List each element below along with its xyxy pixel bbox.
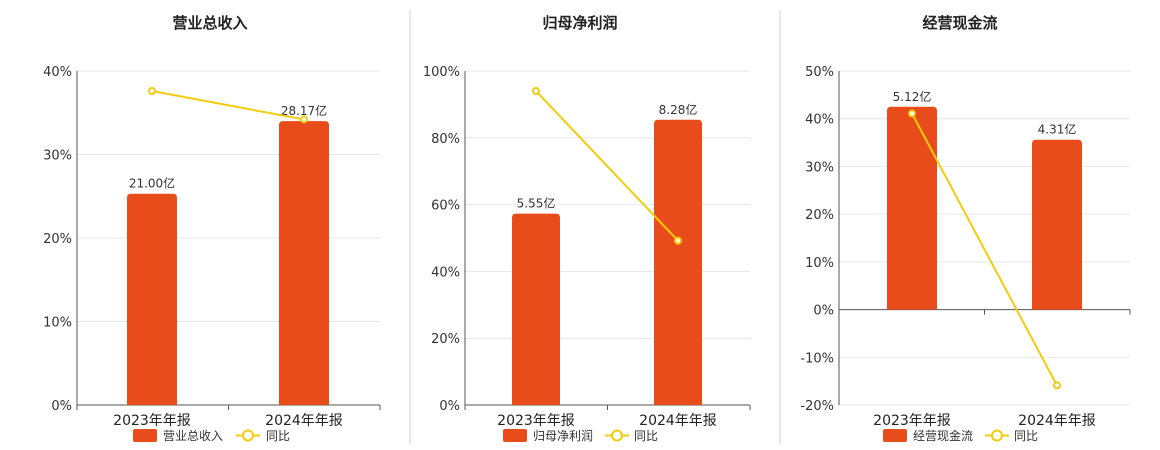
legend-swatch-bar bbox=[503, 429, 527, 442]
legend-entry-line: 同比 bbox=[634, 429, 658, 443]
y-tick-label: 40% bbox=[43, 65, 72, 80]
category-label: 2024年年报 bbox=[639, 413, 717, 429]
category-label: 2023年年报 bbox=[113, 413, 191, 429]
bar bbox=[127, 193, 177, 405]
y-tick-label: 20% bbox=[805, 208, 834, 223]
y-tick-label: 60% bbox=[431, 199, 460, 214]
line-point bbox=[908, 109, 916, 118]
chart-title: 营业总收入 bbox=[172, 14, 247, 32]
chart-panel-net-profit: 归母净利润 2023年年报 2024年年报 归母净利润 同比 bbox=[497, 14, 717, 443]
line-point bbox=[532, 87, 540, 96]
legend-entry-bar: 经营现金流 bbox=[913, 428, 973, 443]
category-label: 2023年年报 bbox=[873, 413, 951, 429]
legend-entry-line: 同比 bbox=[1014, 429, 1038, 443]
line-series bbox=[535, 90, 679, 242]
legend-swatch-bar bbox=[883, 429, 907, 442]
bar bbox=[279, 121, 329, 405]
bar-data-label: 8.28亿 bbox=[659, 102, 698, 117]
line-point bbox=[148, 87, 156, 96]
chart-panel-operating-cashflow: 经营现金流 2023年年报 2024年年报 经营现金流 同比 bbox=[873, 14, 1096, 443]
line-point bbox=[674, 236, 682, 245]
y-tick-label: 30% bbox=[43, 149, 72, 164]
plot-area: -20% -10% 0% 10% 20% 30% 40% 50% 5.12亿 4.31亿 bbox=[800, 65, 1131, 414]
legend-entry-line: 同比 bbox=[266, 429, 290, 443]
y-tick-label: 0% bbox=[813, 304, 834, 319]
bar bbox=[654, 119, 702, 405]
y-tick-label: 40% bbox=[431, 265, 460, 280]
category-label: 2024年年报 bbox=[265, 413, 343, 429]
y-tick-label: 0% bbox=[51, 399, 72, 414]
bar-data-label: 5.55亿 bbox=[517, 196, 556, 211]
line-series bbox=[151, 90, 305, 121]
category-label: 2024年年报 bbox=[1018, 413, 1096, 429]
line-point bbox=[300, 115, 308, 124]
legend-swatch-marker bbox=[242, 429, 254, 442]
y-tick-label: -20% bbox=[800, 399, 834, 414]
y-tick-label: 40% bbox=[805, 113, 834, 128]
line-point bbox=[1053, 381, 1061, 390]
y-tick-label: 0% bbox=[439, 399, 460, 414]
plot-area: 0% 20% 40% 60% 80% 100% 5.55亿 8.28亿 bbox=[423, 65, 751, 414]
y-tick-label: 20% bbox=[431, 332, 460, 347]
bar-data-label: 21.00亿 bbox=[129, 176, 175, 191]
y-tick-label: 20% bbox=[43, 232, 72, 247]
legend-swatch-marker bbox=[991, 429, 1003, 442]
plot-area: 0% 10% 20% 30% 40% 21.00亿 28.17亿 bbox=[43, 65, 381, 414]
y-tick-label: -10% bbox=[800, 351, 834, 366]
y-tick-label: 100% bbox=[423, 65, 460, 80]
bar-data-label: 4.31亿 bbox=[1038, 122, 1077, 137]
chart-title: 经营现金流 bbox=[922, 14, 997, 32]
y-tick-label: 50% bbox=[805, 65, 834, 80]
y-tick-label: 80% bbox=[431, 132, 460, 147]
chart-panel-revenue: 营业总收入 2023年年报 2024年年报 营业总收入 同比 bbox=[113, 14, 343, 443]
line-series bbox=[911, 112, 1058, 386]
bar-data-label: 5.12亿 bbox=[893, 89, 932, 104]
y-tick-label: 30% bbox=[805, 160, 834, 175]
bar bbox=[512, 213, 560, 405]
category-label: 2023年年报 bbox=[497, 413, 575, 429]
bar bbox=[887, 106, 937, 310]
y-tick-label: 10% bbox=[805, 256, 834, 271]
y-tick-label: 10% bbox=[43, 316, 72, 331]
legend-swatch-marker bbox=[611, 429, 623, 442]
bar bbox=[1032, 139, 1082, 310]
legend-swatch-bar bbox=[133, 429, 157, 442]
bar-data-label: 28.17亿 bbox=[281, 103, 327, 118]
legend-entry-bar: 归母净利润 bbox=[533, 429, 593, 443]
chart-title: 归母净利润 bbox=[542, 14, 617, 32]
legend-entry-bar: 营业总收入 bbox=[163, 429, 223, 443]
